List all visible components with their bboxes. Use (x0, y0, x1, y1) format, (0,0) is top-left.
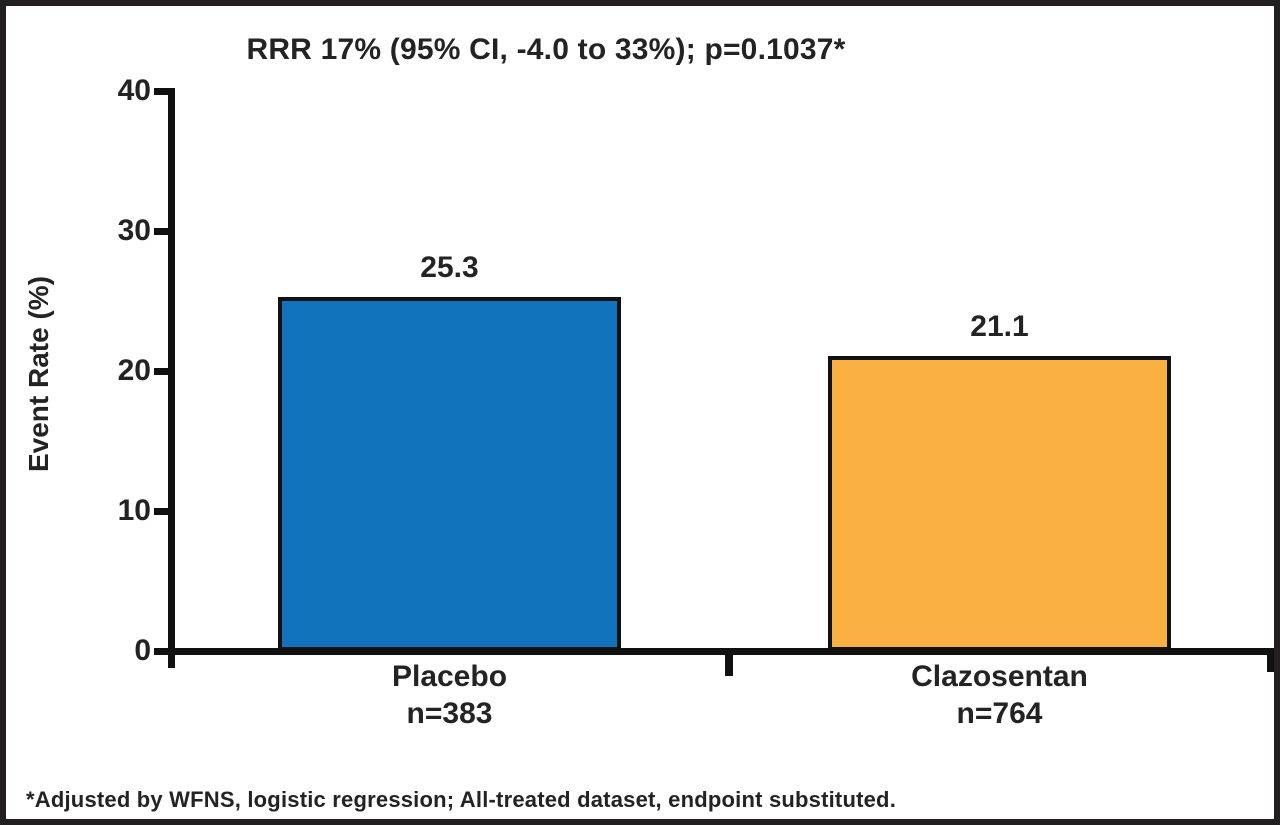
y-tick-label: 10 (117, 494, 151, 527)
y-tick-mark (154, 648, 169, 655)
y-tick-label: 0 (134, 634, 151, 667)
y-tick-label: 20 (117, 354, 151, 387)
category-n: n=383 (406, 697, 493, 730)
bar-clazosentan (828, 355, 1171, 651)
bar-category-label: Clazosentan n=764 (800, 658, 1200, 732)
category-name: Clazosentan (911, 660, 1088, 693)
y-tick-mark (154, 228, 169, 235)
category-name: Placebo (391, 660, 508, 693)
y-tick-label: 30 (117, 214, 151, 247)
category-n: n=764 (956, 697, 1043, 730)
x-axis-divider-tick (725, 651, 733, 676)
bar-value-label: 21.1 (970, 309, 1029, 343)
chart-title: RRR 17% (95% CI, -4.0 to 33%); p=0.1037* (246, 33, 846, 66)
x-axis-end-tick (1267, 650, 1274, 672)
y-tick-label: 40 (117, 74, 151, 107)
y-tick-mark (154, 508, 169, 515)
bar-category-label: Placebo n=383 (250, 658, 650, 732)
y-axis-line (168, 88, 175, 668)
footnote: *Adjusted by WFNS, logistic regression; … (26, 787, 897, 812)
x-axis-line (168, 648, 1274, 655)
bar-placebo (278, 296, 621, 651)
y-tick-mark (154, 368, 169, 375)
y-axis-label: Event Rate (%) (23, 275, 54, 473)
bar-value-label: 25.3 (420, 250, 479, 284)
y-tick-mark (154, 88, 169, 95)
